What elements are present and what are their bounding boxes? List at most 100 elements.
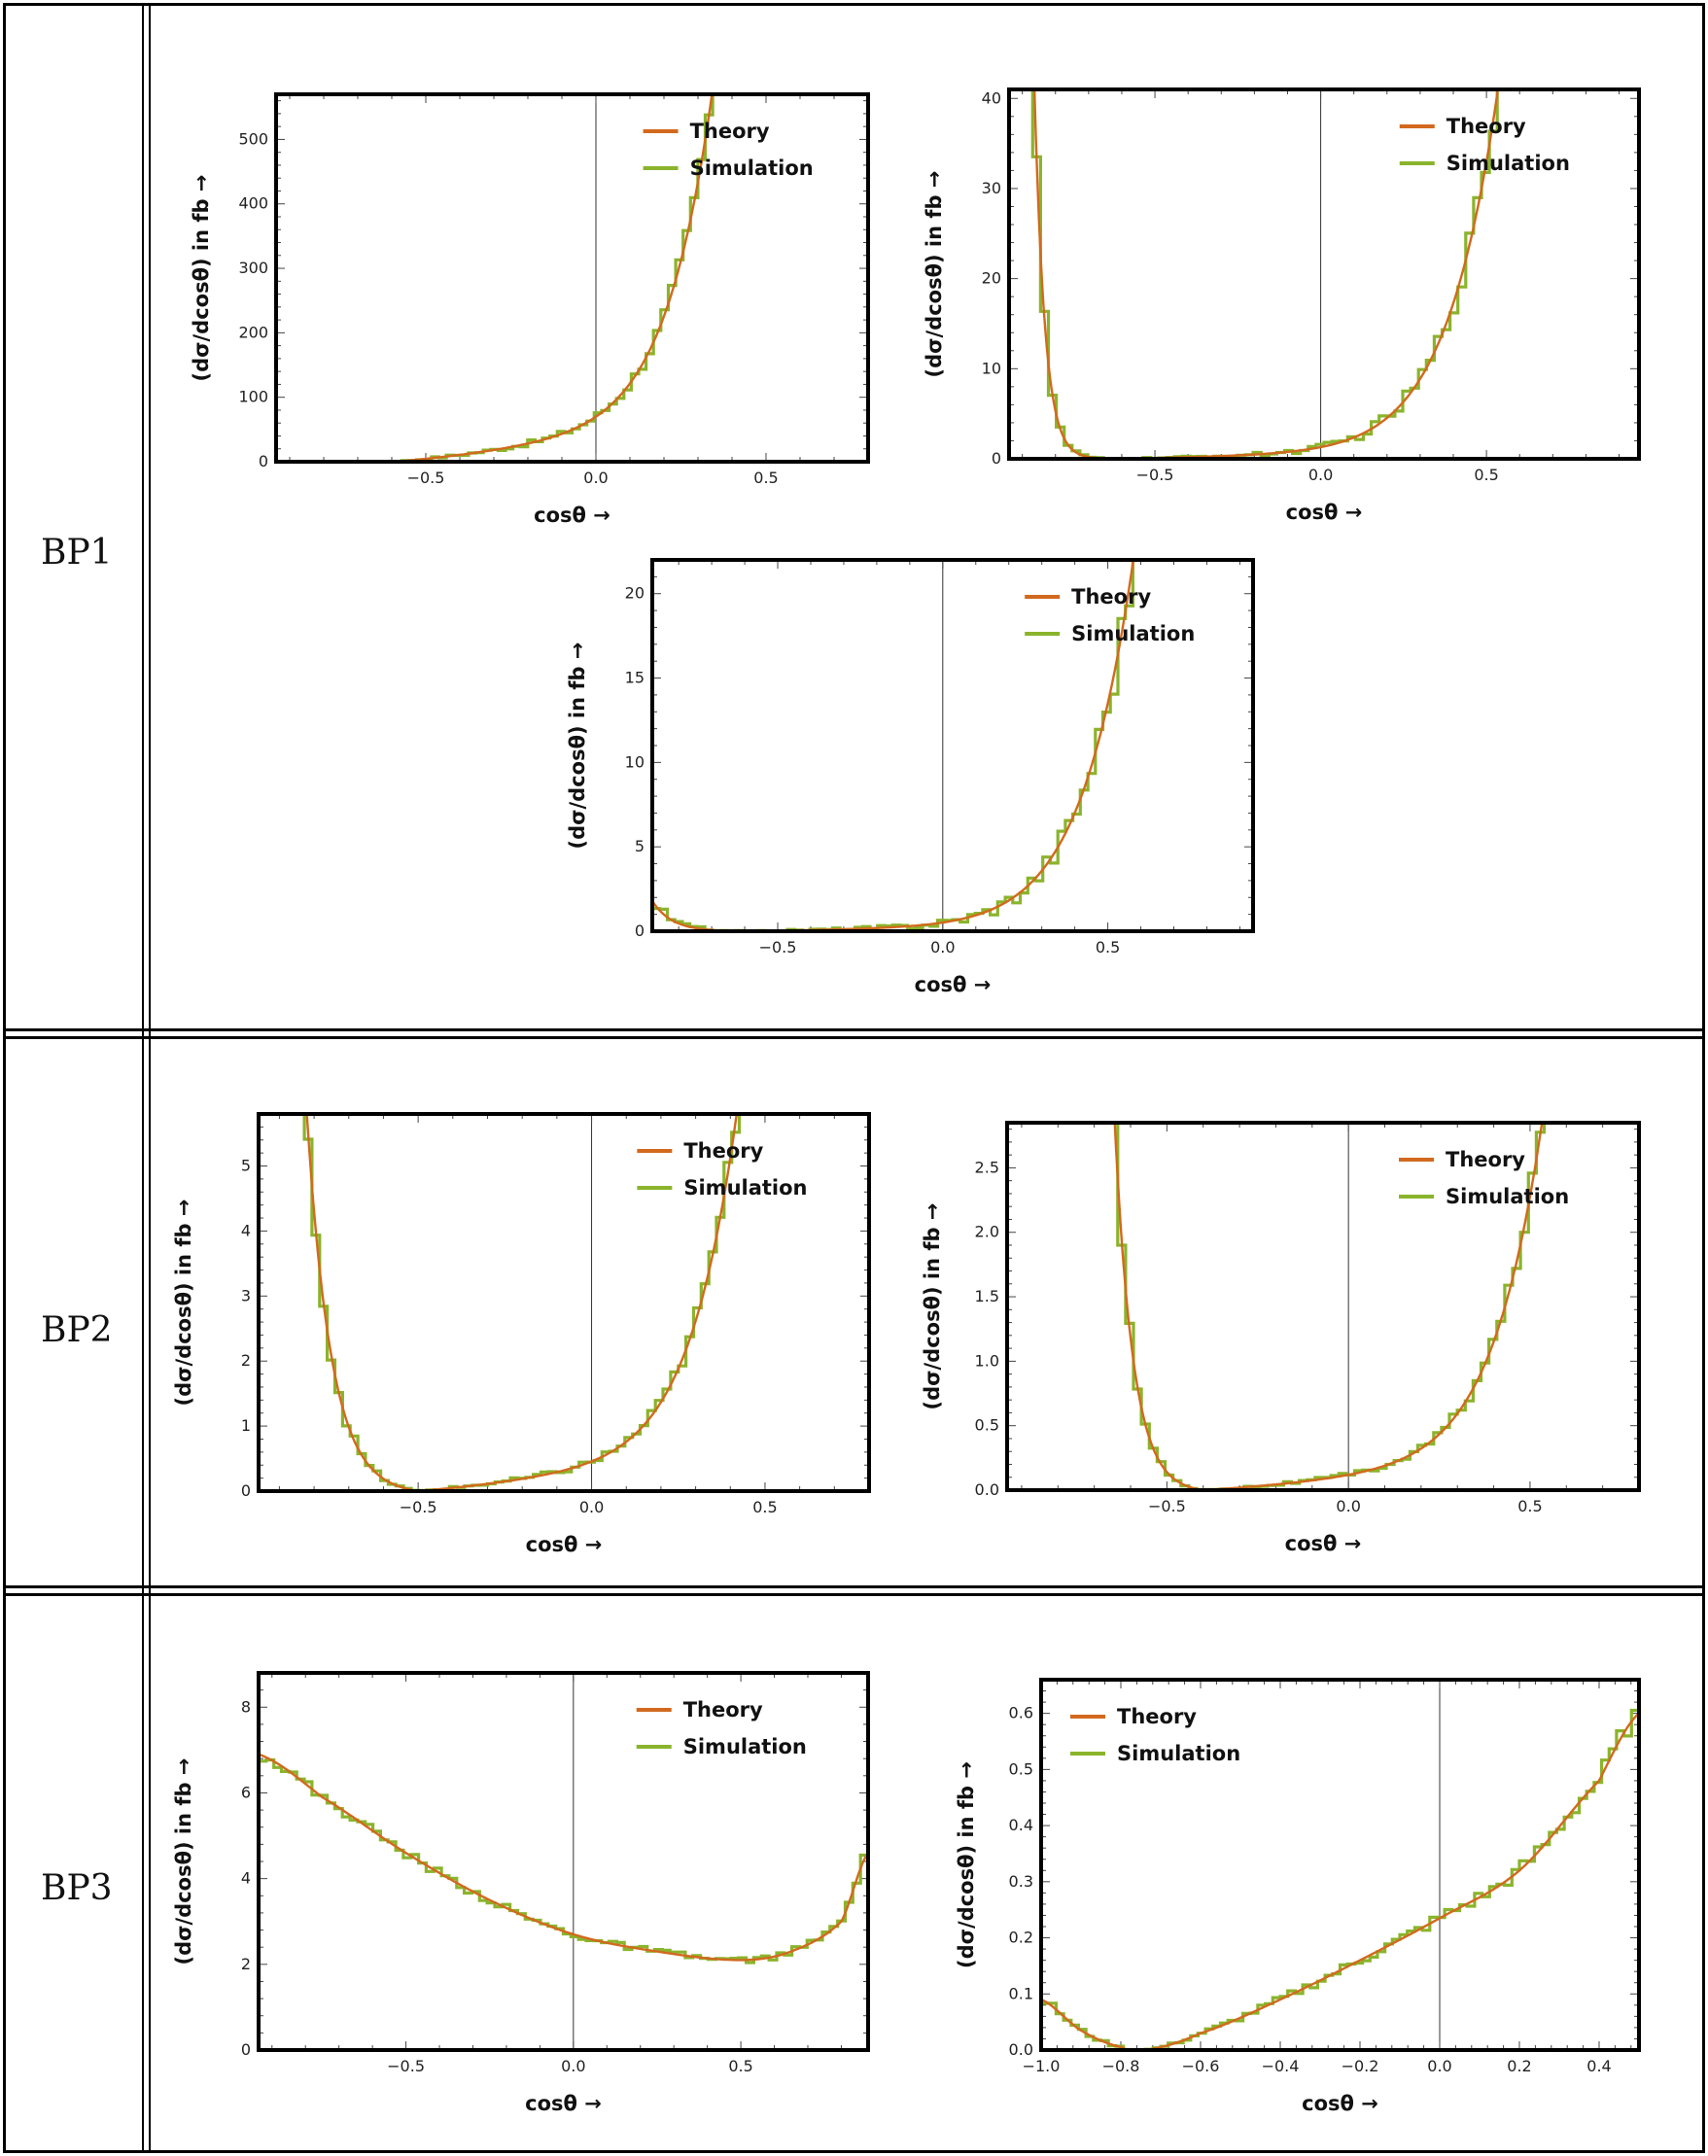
y-tick-label: 0	[259, 452, 268, 470]
y-tick-label: 0	[241, 2040, 251, 2059]
x-tick-label: 0.0	[1427, 2057, 1451, 2075]
chart-bp2-b: −0.5 0.0 0.5 0.0 0.5 1.0 1.5 2.0 2.5 cosθ → (dσ/dc…	[921, 1121, 1641, 1555]
x-tick-label: 0.0	[561, 2057, 585, 2075]
theory-series	[276, 94, 714, 462]
y-tick-label: 0.5	[1009, 1759, 1033, 1778]
y-tick-label: 500	[238, 129, 268, 148]
x-tick-label: −0.4	[1262, 2057, 1300, 2075]
y-axis-label: (dσ/dcosθ) in fb →	[923, 171, 946, 378]
legend-simulation-label: Simulation	[683, 1735, 807, 1758]
y-tick-label: 1	[241, 1416, 251, 1435]
y-tick-label: 0.4	[1009, 1816, 1033, 1834]
y-tick-label: 300	[238, 259, 268, 277]
x-tick-label: 0.0	[930, 938, 955, 956]
x-tick-label: −0.2	[1342, 2057, 1379, 2075]
legend-theory-label: Theory	[1117, 1705, 1197, 1728]
y-tick-label: 3	[241, 1286, 251, 1304]
y-tick-label: 5	[241, 1157, 251, 1175]
y-axis-label: (dσ/dcosθ) in fb →	[955, 1761, 978, 1968]
x-tick-label: 0.5	[728, 2057, 752, 2075]
plot-frame	[1007, 87, 1641, 461]
row-separator	[3, 1028, 1705, 1031]
legend-simulation-label: Simulation	[1446, 1185, 1569, 1208]
theory-series	[1041, 1712, 1639, 2050]
y-tick-label: 2.5	[975, 1158, 999, 1176]
y-tick-label: 6	[241, 1783, 251, 1801]
chart-bp3-a: −0.5 0.0 0.5 0 2 4 6 8 cosθ → (dσ/dcosθ) in fb → T…	[172, 1671, 870, 2115]
theory-series	[305, 1114, 738, 1491]
y-tick-label: 8	[241, 1697, 251, 1716]
chart-bp1-b: −0.5 0.0 0.5 0 10 20 30 40 cosθ → (dσ/dcosθ) in f…	[923, 87, 1641, 524]
x-tick-label: 0.2	[1507, 2057, 1531, 2075]
y-tick-label: 1.5	[975, 1287, 999, 1305]
row-label-bp3: BP3	[41, 1868, 113, 1908]
legend-theory-label: Theory	[1071, 585, 1151, 609]
y-tick-label: 4	[241, 1221, 251, 1239]
y-tick-label: 30	[982, 179, 1001, 197]
plot-frame	[1005, 1121, 1641, 1492]
x-axis-label: cosθ →	[1285, 1532, 1362, 1555]
simulation-series	[276, 94, 715, 462]
x-axis-label: cosθ →	[525, 2092, 602, 2115]
y-tick-label: 200	[238, 323, 268, 341]
y-tick-label: 10	[982, 359, 1001, 377]
x-axis-label: cosθ →	[915, 973, 992, 996]
x-tick-label: −0.6	[1182, 2057, 1220, 2075]
y-tick-label: 5	[635, 837, 645, 855]
y-tick-label: 15	[625, 669, 645, 687]
legend-simulation-label: Simulation	[1071, 622, 1195, 645]
x-axis-label: cosθ →	[526, 1533, 603, 1556]
x-tick-label: 0.5	[1474, 466, 1498, 484]
x-tick-label: 0.5	[752, 1498, 777, 1516]
x-tick-label: 0.5	[1096, 938, 1120, 956]
theory-series	[1113, 1123, 1544, 1490]
legend-theory-label: Theory	[683, 1698, 763, 1721]
x-tick-label: 0.0	[583, 469, 608, 487]
plot-frame	[274, 92, 870, 464]
legend-simulation-label: Simulation	[1117, 1742, 1240, 1765]
chart-bp3-b: −1.0 −0.8 −0.6 −0.4 −0.2 0.0 0.2 0.4 0.0 0.1 0.2 0.…	[955, 1678, 1641, 2115]
y-tick-label: 0	[241, 1481, 251, 1500]
y-tick-label: 400	[238, 194, 268, 213]
x-axis-label: cosθ →	[534, 504, 610, 527]
row-separator	[3, 1036, 1705, 1039]
y-tick-label: 0.5	[975, 1416, 999, 1435]
x-tick-label: 0.0	[1308, 466, 1333, 484]
y-tick-label: 40	[982, 88, 1001, 107]
x-axis-label: cosθ →	[1302, 2092, 1378, 2115]
chart-bp1-a: −0.5 0.0 0.5 0 100 200 300 400 500 cosθ → (dσ/dcos…	[190, 92, 870, 527]
y-tick-label: 2.0	[975, 1223, 999, 1241]
x-tick-label: −0.5	[387, 2057, 425, 2075]
x-axis-label: cosθ →	[1286, 501, 1363, 524]
y-tick-label: 2	[241, 1351, 251, 1370]
plot-frame	[257, 1112, 871, 1493]
y-tick-label: 0.0	[1009, 2040, 1033, 2059]
theory-series	[259, 1753, 868, 1962]
x-tick-label: 0.4	[1586, 2057, 1611, 2075]
plot-frame	[1039, 1678, 1641, 2052]
x-tick-label: −0.5	[1136, 466, 1174, 484]
chart-bp2-a: −0.5 0.0 0.5 0 1 2 3 4 5 cosθ → (dσ/dcosθ) in fb →…	[172, 1112, 871, 1556]
y-tick-label: 0	[635, 922, 645, 940]
legend-simulation-label: Simulation	[690, 156, 814, 180]
legend-theory-label: Theory	[1446, 1148, 1525, 1171]
x-tick-label: −0.5	[759, 938, 797, 956]
y-axis-label: (dσ/dcosθ) in fb →	[172, 1758, 195, 1965]
legend-simulation-label: Simulation	[1447, 152, 1570, 175]
x-tick-label: −0.5	[407, 469, 445, 487]
row-separator	[3, 1593, 1705, 1596]
y-tick-label: 0	[992, 449, 1001, 468]
plot-frame	[257, 1671, 870, 2052]
row-label-bp1: BP1	[41, 533, 113, 573]
y-tick-label: 4	[241, 1869, 251, 1888]
y-tick-label: 0.0	[975, 1480, 999, 1499]
theory-series	[1032, 89, 1500, 459]
chart-bp1-c: −0.5 0.0 0.5 0 5 10 15 20 cosθ → (dσ/dcosθ) in fb…	[566, 558, 1255, 996]
y-axis-label: (dσ/dcosθ) in fb →	[921, 1203, 944, 1410]
x-tick-label: −1.0	[1023, 2057, 1061, 2075]
y-tick-label: 0.3	[1009, 1872, 1033, 1891]
x-tick-label: 0.0	[1336, 1497, 1360, 1515]
y-tick-label: 2	[241, 1955, 251, 1973]
legend-theory-label: Theory	[690, 120, 770, 143]
